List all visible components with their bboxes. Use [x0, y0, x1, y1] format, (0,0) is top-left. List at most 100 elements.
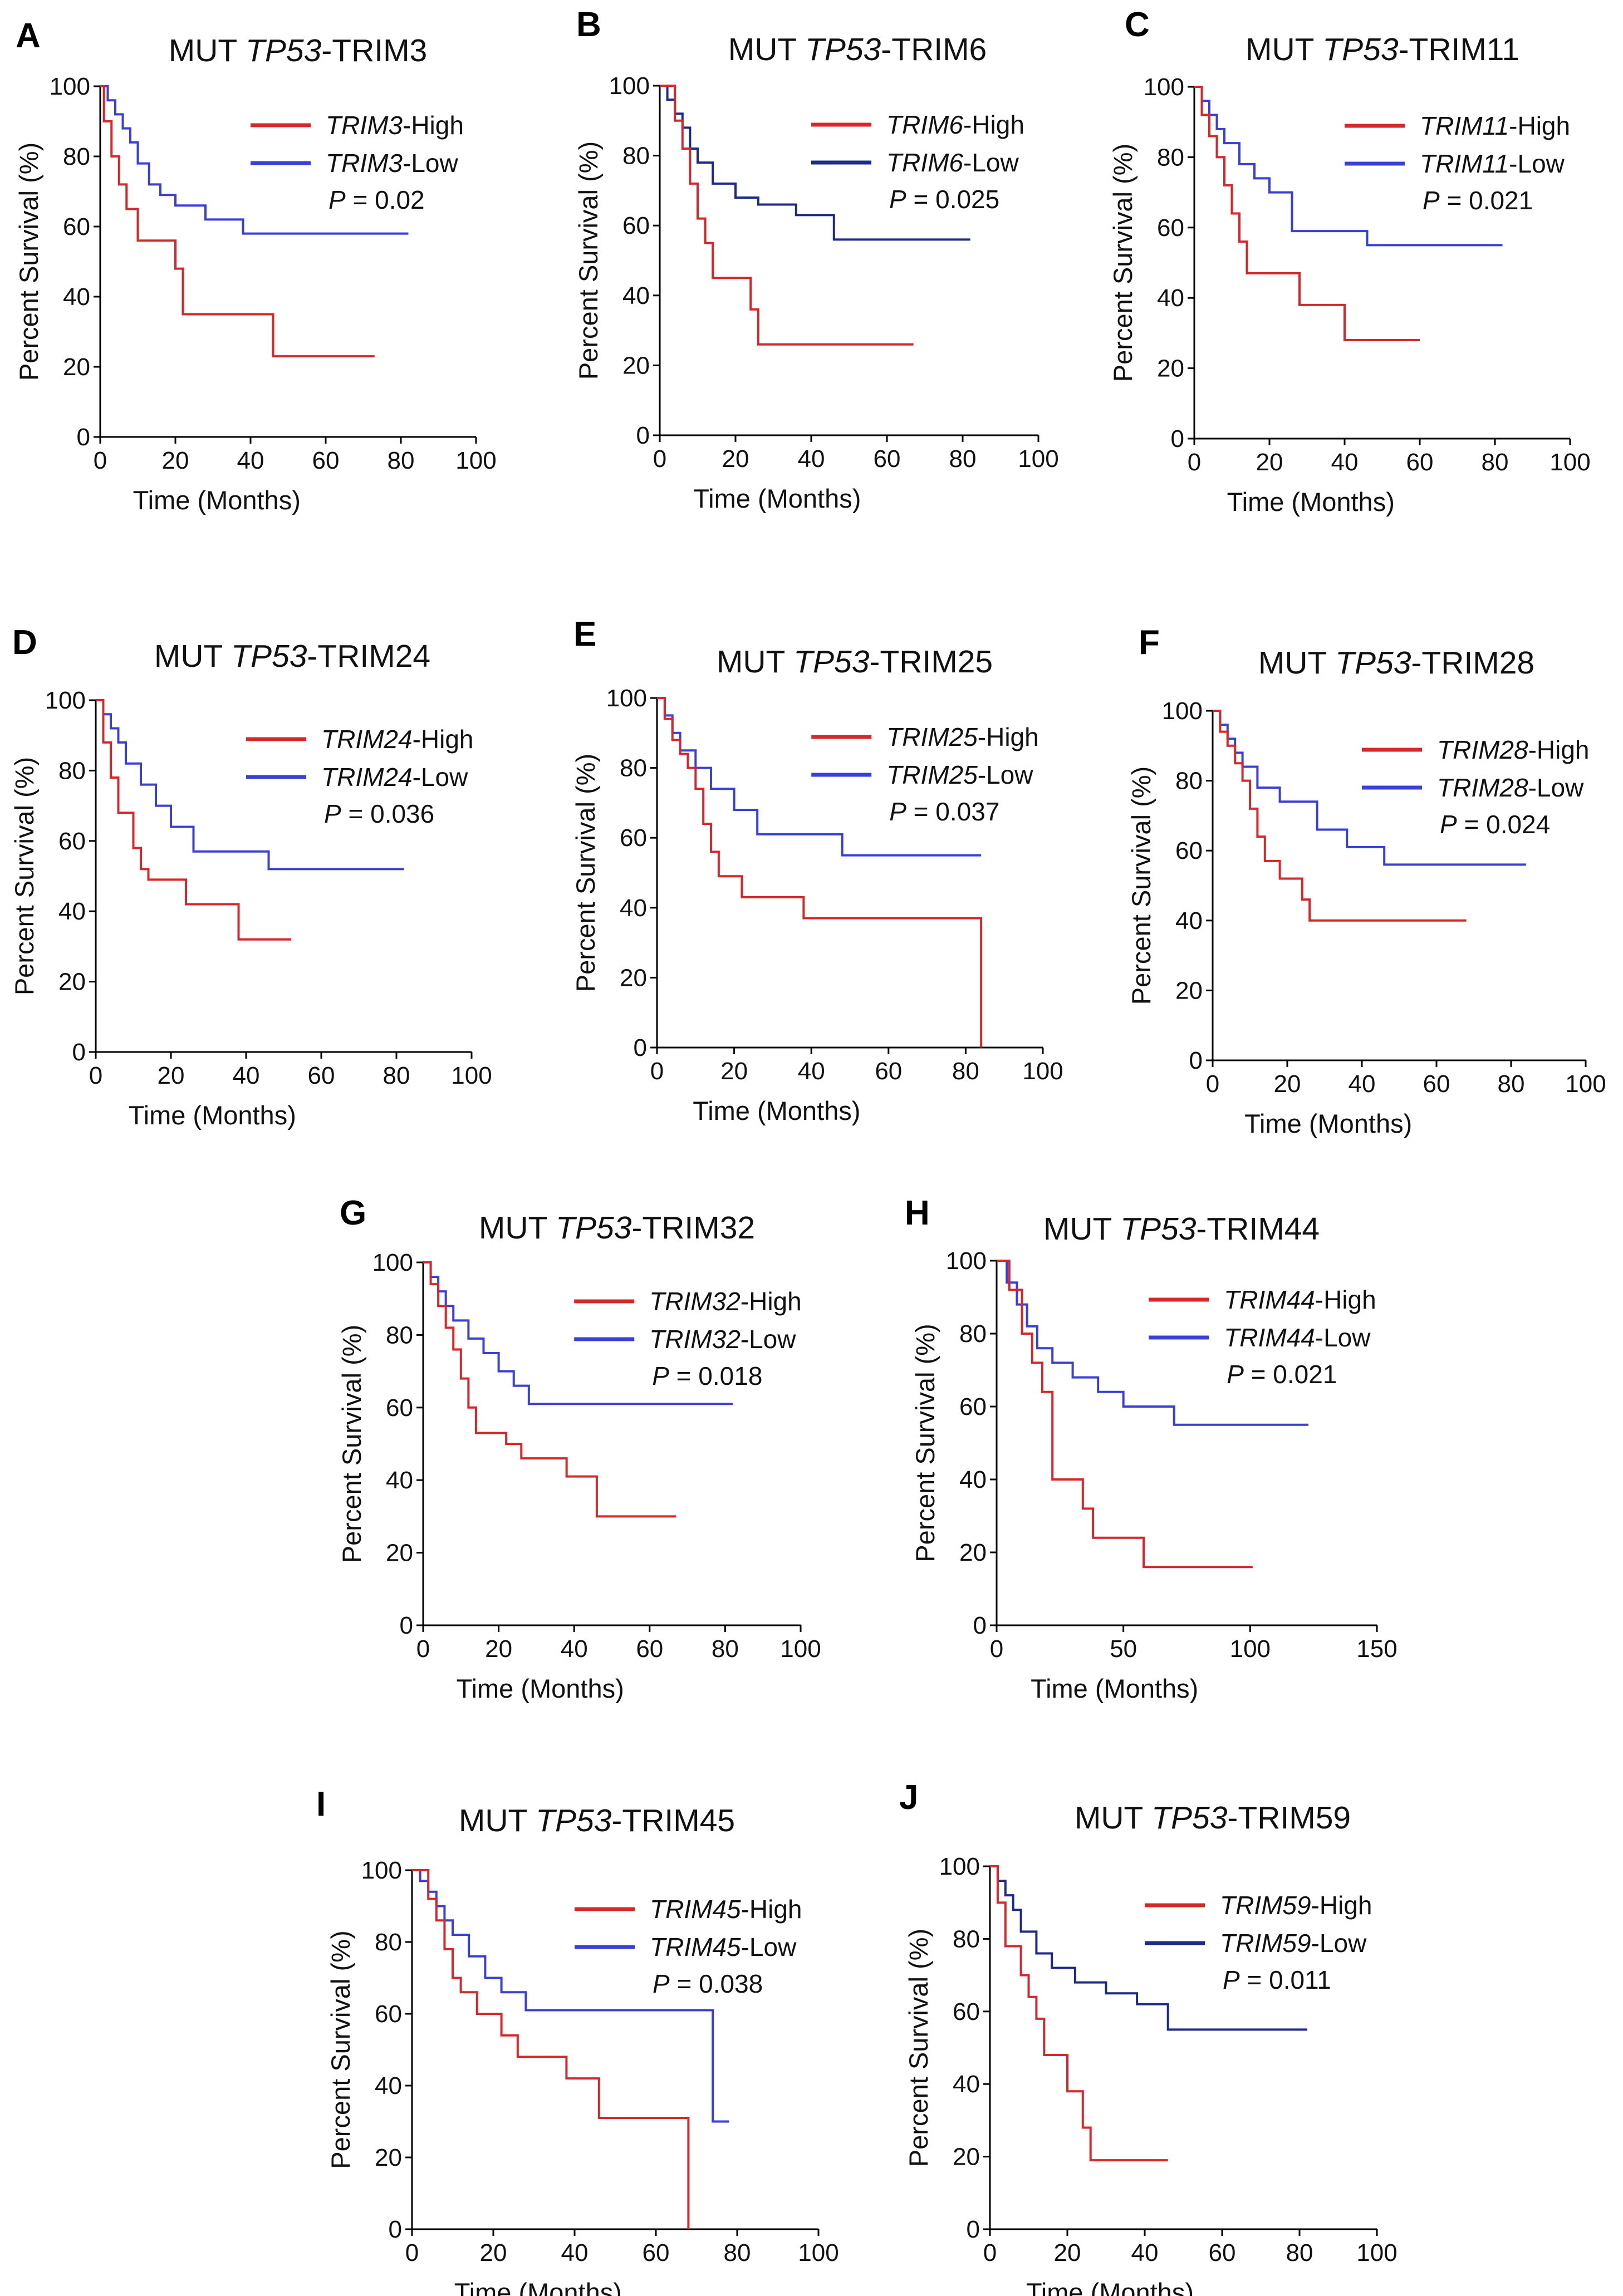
x-tick-label: 20 [485, 1635, 512, 1663]
y-tick-label: 60 [375, 2000, 402, 2028]
legend-label: TRIM11-Low [1420, 149, 1565, 178]
x-tick-label: 80 [952, 1058, 979, 1085]
x-tick-label: 20 [480, 2239, 507, 2266]
survival-curve-low [423, 1261, 733, 1405]
y-tick-label: 40 [1157, 284, 1184, 312]
legend-label: TRIM59-Low [1220, 1929, 1367, 1958]
y-tick-label: 80 [1175, 768, 1203, 795]
x-tick-label: 20 [162, 447, 189, 474]
survival-curve-low [1213, 710, 1526, 866]
x-tick-label: 60 [875, 1058, 902, 1085]
x-tick-label: 150 [1356, 1635, 1397, 1663]
x-tick-label: 60 [308, 1062, 335, 1089]
x-tick-label: 0 [653, 445, 666, 473]
x-axis-label: Time (Months) [693, 1096, 860, 1125]
legend-label: TRIM25-Low [886, 760, 1033, 789]
y-tick-label: 100 [372, 1249, 413, 1276]
x-tick-label: 0 [94, 447, 107, 474]
panel-letter: B [576, 6, 601, 44]
y-axis-label: Percent Survival (%) [1126, 766, 1156, 1005]
y-tick-label: 20 [63, 353, 90, 381]
legend-label: TRIM44-High [1224, 1285, 1376, 1314]
survival-curve-high [657, 697, 983, 1048]
panel-letter: D [12, 623, 37, 662]
chart-title: MUT TP53-TRIM3 [169, 33, 428, 68]
x-tick-label: 20 [1054, 2239, 1081, 2266]
legend-label: TRIM6-Low [886, 148, 1019, 177]
x-tick-label: 40 [798, 445, 825, 473]
x-tick-label: 60 [1406, 449, 1434, 476]
p-value: P = 0.025 [889, 185, 999, 214]
x-tick-label: 100 [798, 2239, 839, 2266]
chart-title: MUT TP53-TRIM45 [459, 1803, 735, 1838]
survival-curve-high [412, 1869, 690, 2229]
panel-i: I MUT TP53-TRIM45 0 20 40 60 80 100 0 20 40 60 80 100… [316, 1785, 839, 2296]
x-tick-label: 20 [1274, 1070, 1301, 1098]
chart-title: MUT TP53-TRIM6 [728, 32, 987, 67]
y-tick-label: 60 [1157, 214, 1184, 242]
x-tick-label: 0 [650, 1058, 664, 1085]
p-value: P = 0.024 [1440, 810, 1550, 839]
chart-title: MUT TP53-TRIM25 [717, 644, 993, 680]
y-tick-label: 40 [620, 894, 647, 922]
y-tick-label: 60 [386, 1394, 413, 1422]
survival-curve-low [96, 699, 404, 871]
x-tick-label: 80 [712, 1635, 739, 1663]
y-tick-label: 0 [77, 424, 90, 451]
x-tick-label: 100 [1018, 445, 1058, 473]
y-tick-label: 0 [1171, 425, 1184, 453]
x-axis-label: Time (Months) [1026, 2278, 1194, 2296]
legend-label: TRIM11-High [1420, 111, 1570, 140]
y-axis-label: Percent Survival (%) [571, 754, 600, 992]
panel-letter: G [340, 1194, 366, 1232]
y-tick-label: 80 [953, 1925, 980, 1953]
x-tick-label: 20 [722, 445, 749, 473]
y-tick-label: 0 [973, 1612, 987, 1639]
x-axis-label: Time (Months) [133, 485, 301, 515]
x-axis-label: Time (Months) [454, 2278, 622, 2296]
legend-label: TRIM3-High [326, 111, 464, 140]
x-tick-label: 60 [636, 1635, 663, 1663]
y-tick-label: 80 [375, 1929, 402, 1956]
y-tick-label: 100 [939, 1853, 980, 1880]
y-tick-label: 100 [1144, 73, 1184, 101]
survival-curve-high [997, 1260, 1253, 1569]
survival-curve-high [1194, 86, 1420, 342]
p-value: P = 0.038 [653, 1969, 763, 1998]
survival-curve-high [660, 85, 914, 346]
y-tick-label: 0 [634, 1034, 647, 1061]
x-tick-label: 100 [1230, 1635, 1271, 1663]
x-tick-label: 60 [643, 2239, 670, 2266]
legend-label: TRIM3-Low [326, 149, 458, 178]
y-tick-label: 60 [58, 828, 86, 855]
panel-j: J MUT TP53-TRIM59 0 20 40 60 80 100 0 20 40 60 80 100… [899, 1778, 1398, 2296]
x-axis-label: Time (Months) [1227, 487, 1395, 517]
chart-title: MUT TP53-TRIM24 [154, 638, 430, 674]
p-value: P = 0.036 [324, 799, 434, 828]
panel-letter: I [316, 1785, 326, 1823]
chart-title: MUT TP53-TRIM44 [1043, 1211, 1320, 1247]
y-tick-label: 80 [1157, 144, 1184, 171]
y-tick-label: 60 [953, 1998, 980, 2025]
y-tick-label: 20 [58, 968, 86, 996]
y-tick-label: 40 [58, 898, 86, 925]
panel-c: C MUT TP53-TRIM11 0 20 40 60 80 100 0 20 40 60 80 100… [1108, 6, 1591, 517]
x-tick-label: 0 [89, 1062, 102, 1089]
y-tick-label: 100 [45, 687, 86, 714]
survival-curve-low [990, 1865, 1307, 2031]
panel-b: B MUT TP53-TRIM6 0 20 40 60 80 100 0 20 40 60 80 100 T… [573, 6, 1059, 513]
x-tick-label: 40 [233, 1062, 260, 1089]
x-tick-label: 0 [416, 1635, 430, 1663]
y-tick-label: 0 [72, 1039, 86, 1066]
survival-curve-low [997, 1260, 1309, 1426]
x-tick-label: 40 [1131, 2239, 1159, 2266]
y-axis-label: Percent Survival (%) [9, 757, 39, 995]
panel-g: G MUT TP53-TRIM32 0 20 40 60 80 100 0 20 40 60 80 100… [337, 1194, 821, 1703]
y-axis-label: Percent Survival (%) [14, 142, 43, 381]
survival-curve-high [96, 699, 291, 941]
y-tick-label: 0 [967, 2216, 980, 2243]
y-axis-label: Percent Survival (%) [573, 141, 603, 380]
y-tick-label: 20 [953, 2143, 980, 2171]
p-value: P = 0.021 [1423, 186, 1533, 215]
y-axis-label: Percent Survival (%) [326, 1930, 355, 2169]
